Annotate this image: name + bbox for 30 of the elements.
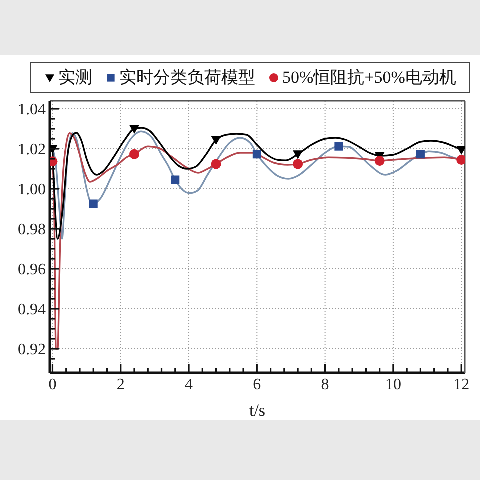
x-tick-label: 4 bbox=[185, 376, 194, 394]
x-tick-label: 6 bbox=[253, 376, 262, 394]
x-tick-label: 0 bbox=[48, 376, 57, 394]
y-tick-label: 0.92 bbox=[18, 342, 46, 359]
point bbox=[374, 156, 385, 166]
point bbox=[211, 136, 222, 145]
point bbox=[334, 142, 344, 151]
point bbox=[211, 159, 222, 170]
point bbox=[89, 200, 98, 208]
y-tick-label: 1.04 bbox=[18, 102, 46, 119]
point bbox=[293, 159, 304, 170]
legend-label: 50%恒阻抗+50%电动机 bbox=[282, 67, 456, 89]
legend-label: 实测 bbox=[58, 67, 93, 89]
y-tick-label: 1.02 bbox=[18, 142, 46, 159]
point bbox=[416, 150, 425, 159]
x-axis-title: t/s bbox=[249, 401, 266, 420]
x-tick-label: 12 bbox=[454, 376, 470, 394]
y-tick-label: 0.94 bbox=[18, 302, 46, 319]
point bbox=[252, 150, 262, 159]
x-tick-label: 2 bbox=[116, 376, 125, 394]
x-tick-label: 10 bbox=[385, 376, 402, 394]
y-tick-label: 0.98 bbox=[18, 222, 46, 239]
x-tick-label: 8 bbox=[321, 376, 330, 394]
y-tick-label: 1.00 bbox=[18, 182, 46, 199]
point bbox=[293, 150, 304, 160]
point bbox=[171, 176, 180, 184]
point bbox=[130, 125, 140, 134]
y-tick-label: 0.96 bbox=[18, 262, 46, 279]
point bbox=[130, 149, 140, 160]
legend-label: 实时分类负荷模型 bbox=[120, 67, 256, 89]
